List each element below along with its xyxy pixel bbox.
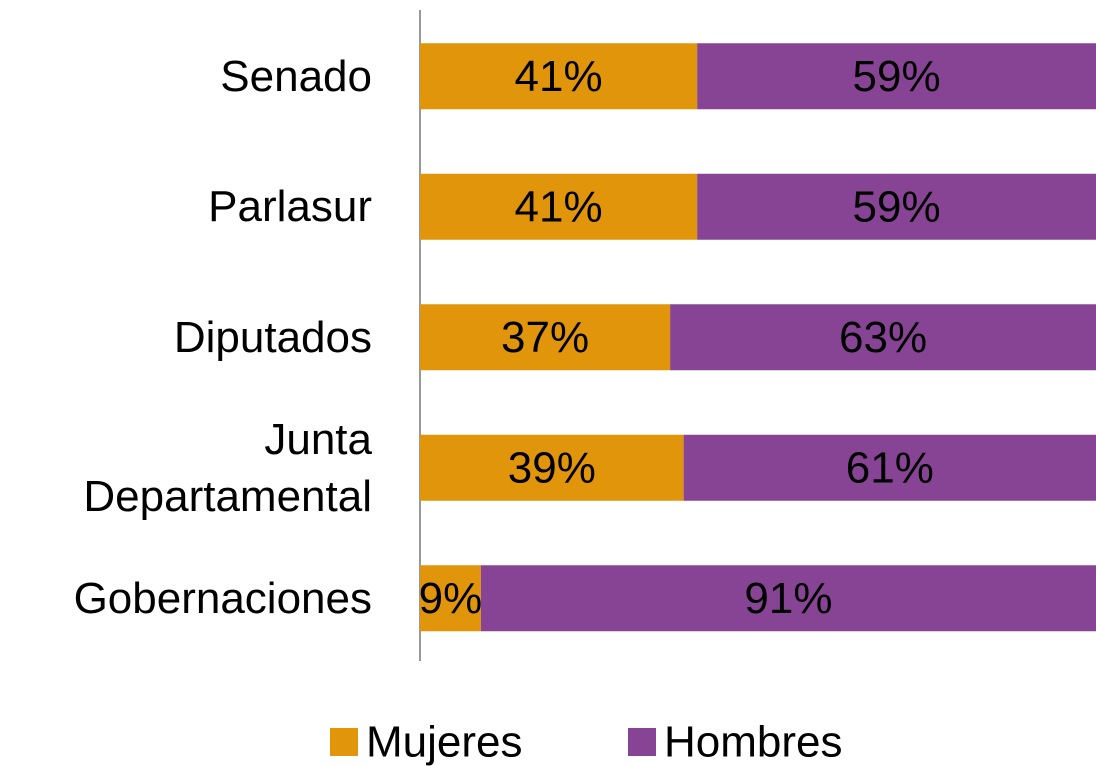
data-label: 39%	[508, 443, 596, 492]
bar-segment	[683, 434, 1096, 501]
data-label: 63%	[839, 313, 927, 362]
data-label: 59%	[853, 52, 941, 101]
bar-segment	[670, 304, 1096, 371]
bar-segment	[420, 43, 698, 110]
data-label: 9%	[419, 574, 483, 623]
category-label: Gobernaciones	[73, 573, 372, 623]
bar-segment	[697, 43, 1096, 110]
legend-label: Mujeres	[366, 718, 523, 766]
data-label: 41%	[515, 182, 603, 231]
data-label: 37%	[501, 313, 589, 362]
category-label: Parlasur	[208, 182, 372, 232]
bar-segment	[420, 173, 698, 240]
bar-segment	[480, 565, 1096, 632]
bar-segment	[420, 565, 481, 632]
data-label: 41%	[515, 52, 603, 101]
category-label: Diputados	[173, 312, 372, 362]
bar-segment	[420, 434, 684, 501]
bar-segment	[697, 173, 1096, 240]
category-label: Senado	[220, 51, 372, 101]
legend-swatch	[330, 728, 358, 756]
data-label: 91%	[744, 574, 832, 623]
legend-label: Hombres	[664, 718, 843, 766]
legend-swatch	[628, 728, 656, 756]
data-label: 61%	[846, 443, 934, 492]
category-label: Junta Departamental	[83, 414, 372, 521]
bar-segment	[420, 304, 671, 371]
data-label: 59%	[853, 182, 941, 231]
